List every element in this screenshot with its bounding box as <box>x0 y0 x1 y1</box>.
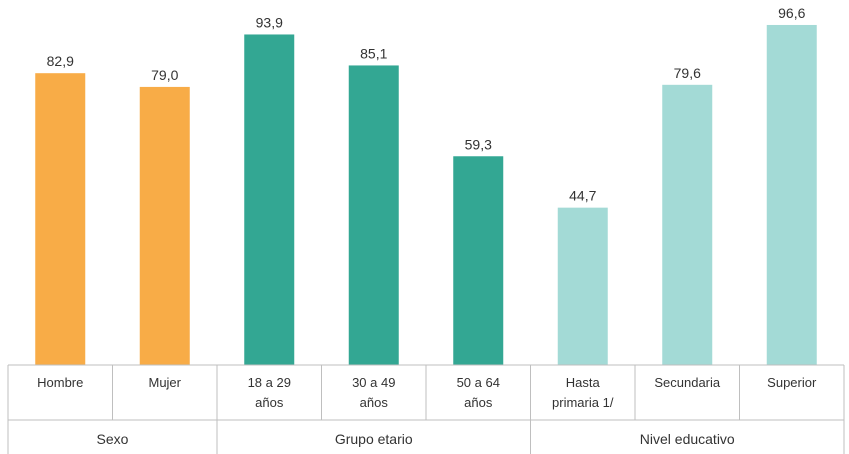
category-label-2-0: 18 a 29 <box>248 375 291 390</box>
category-label-0-0: Hombre <box>37 375 83 390</box>
bar-value-label-0: 82,9 <box>47 53 74 69</box>
category-label-5-1: primaria 1/ <box>552 395 614 410</box>
group-label-2: Nivel educativo <box>640 431 735 447</box>
category-label-2-1: años <box>255 395 284 410</box>
category-label-3-0: 30 a 49 <box>352 375 395 390</box>
category-label-7-0: Superior <box>767 375 817 390</box>
bar-2 <box>244 34 295 366</box>
bar-value-label-1: 79,0 <box>151 67 178 83</box>
bar-0 <box>35 73 86 365</box>
bar-7 <box>766 24 817 366</box>
category-label-5-0: Hasta <box>566 375 601 390</box>
bar-value-label-3: 85,1 <box>360 45 387 61</box>
category-label-4-0: 50 a 64 <box>457 375 500 390</box>
category-label-1-0: Mujer <box>148 375 181 390</box>
bar-value-label-7: 96,6 <box>778 5 805 21</box>
bar-3 <box>348 65 399 365</box>
bar-value-label-6: 79,6 <box>674 65 701 81</box>
bar-value-label-4: 59,3 <box>465 136 492 152</box>
bar-value-label-2: 93,9 <box>256 14 283 30</box>
bar-6 <box>662 84 713 366</box>
group-label-0: Sexo <box>97 431 129 447</box>
category-label-6-0: Secundaria <box>654 375 721 390</box>
category-label-3-1: años <box>360 395 389 410</box>
bar-1 <box>139 86 190 366</box>
bar-5 <box>557 207 608 365</box>
group-label-1: Grupo etario <box>335 431 413 447</box>
bar-value-label-5: 44,7 <box>569 188 596 204</box>
bar-4 <box>453 156 504 365</box>
category-label-4-1: años <box>464 395 493 410</box>
